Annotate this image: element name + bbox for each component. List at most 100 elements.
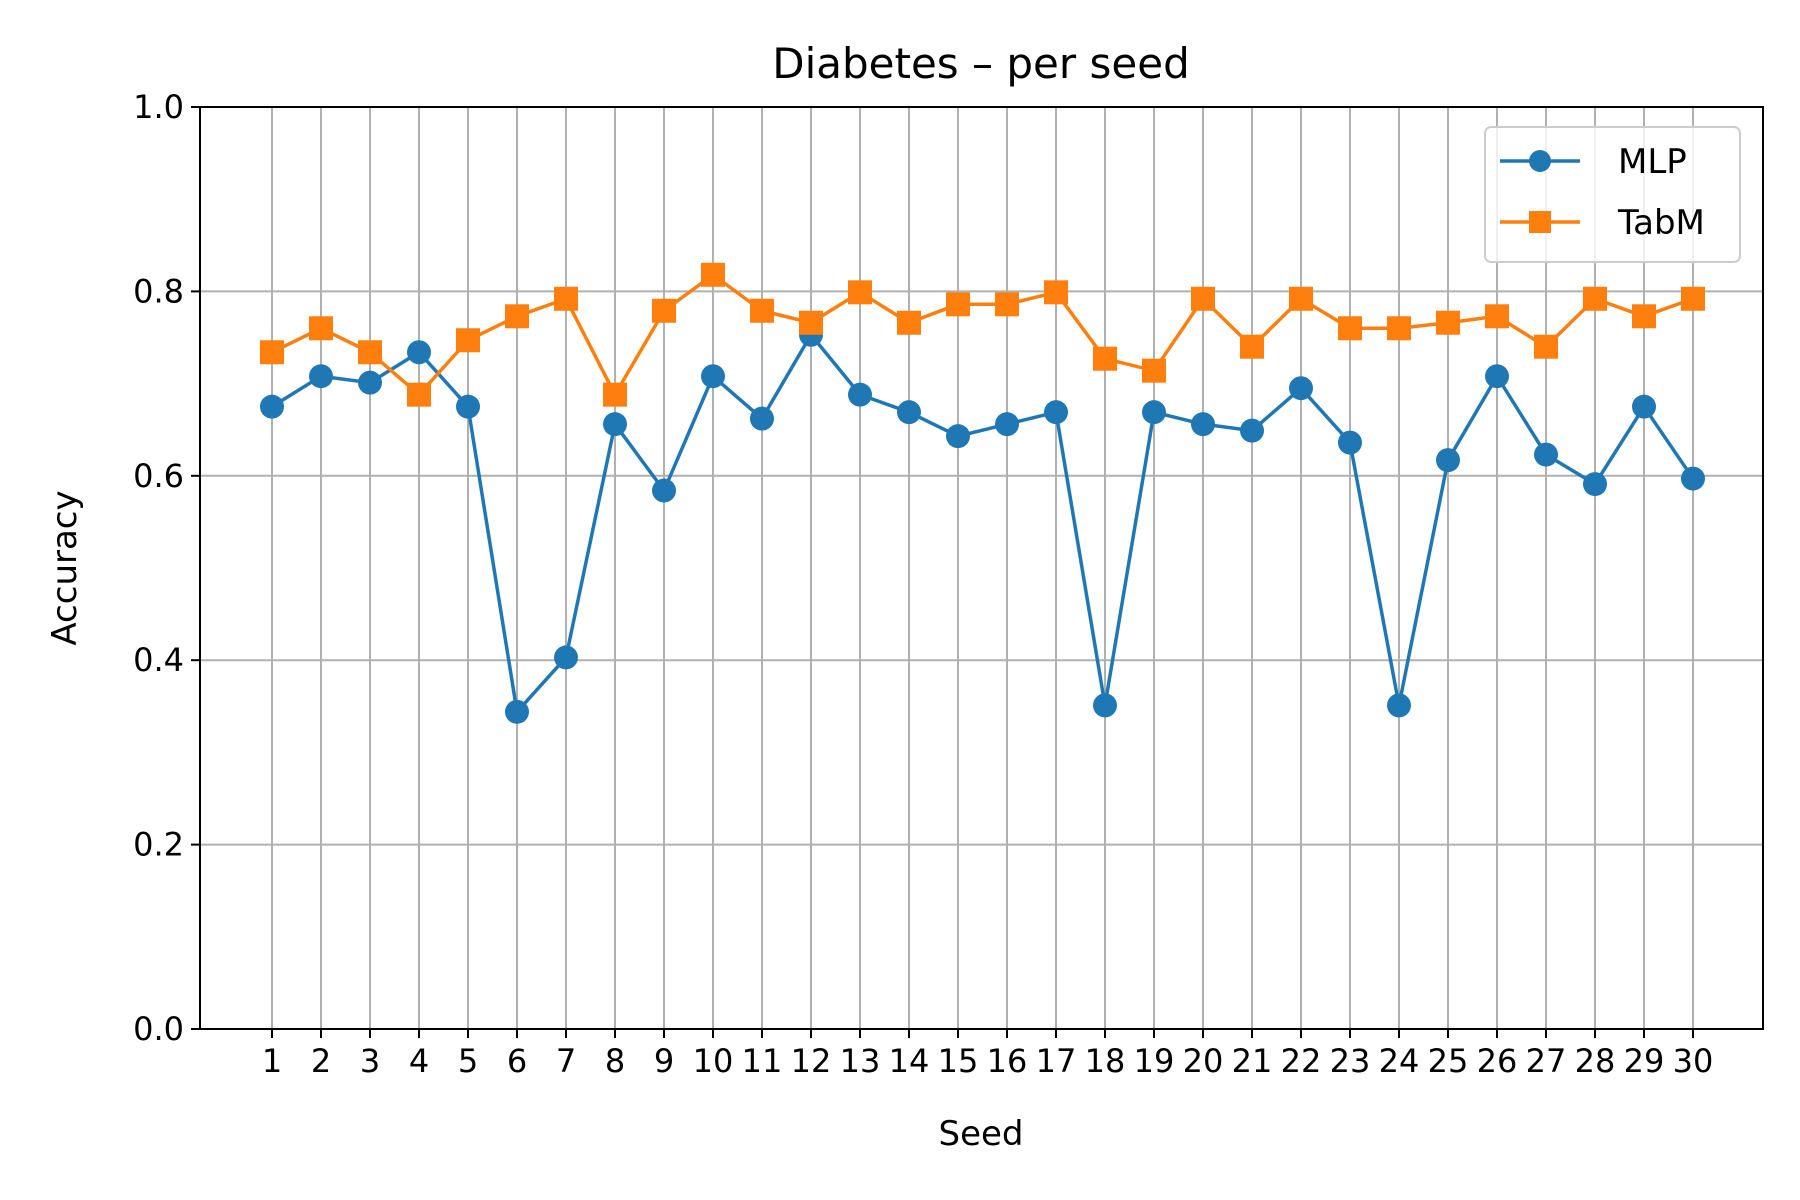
data-point-tabm [358, 340, 382, 365]
x-tick-label: 11 [742, 1042, 783, 1080]
data-point-tabm [603, 382, 627, 407]
x-tick-label: 6 [507, 1042, 527, 1080]
data-point-mlp [1436, 448, 1460, 473]
data-point-tabm [1632, 304, 1656, 329]
data-point-mlp [309, 364, 333, 389]
data-point-mlp [1338, 430, 1362, 455]
data-point-tabm [309, 316, 333, 341]
y-axis-label: Accuracy [45, 490, 85, 645]
series-tabm [260, 262, 1705, 407]
data-point-mlp [1240, 418, 1264, 443]
axes: 1 2 3 4 5 6 7 8 9 10 11 12 13 14 15 16 17 18 19 20 21 22 23 24 2… [133, 88, 1713, 1080]
chart-title: Diabetes – per seed [772, 39, 1189, 88]
data-point-mlp [1583, 472, 1607, 497]
y-tick-label: 0.2 [133, 826, 184, 864]
data-point-tabm [946, 292, 970, 317]
x-tick-label: 20 [1183, 1042, 1224, 1080]
y-tick-label: 1.0 [133, 88, 184, 126]
x-axis-label: Seed [939, 1114, 1024, 1154]
data-point-tabm [1534, 334, 1558, 359]
data-point-tabm [407, 382, 431, 407]
x-tick-label: 17 [1036, 1042, 1077, 1080]
data-point-mlp [1142, 400, 1166, 425]
data-point-tabm [799, 310, 823, 335]
data-point-mlp [946, 424, 970, 449]
y-tick-label: 0.0 [133, 1010, 184, 1048]
data-point-tabm [1142, 358, 1166, 383]
data-point-mlp [848, 382, 872, 407]
data-point-mlp [1191, 412, 1215, 437]
x-tick-label: 19 [1134, 1042, 1175, 1080]
data-point-tabm [456, 328, 480, 353]
series-layer [260, 262, 1705, 724]
data-point-tabm [897, 310, 921, 335]
data-point-tabm [1387, 316, 1411, 341]
data-point-tabm [1240, 334, 1264, 359]
data-point-mlp [1387, 693, 1411, 718]
x-tick-label: 10 [693, 1042, 734, 1080]
data-point-tabm [652, 298, 676, 323]
x-tick-label: 27 [1526, 1042, 1567, 1080]
x-tick-label: 5 [458, 1042, 478, 1080]
data-point-mlp [1681, 466, 1705, 491]
data-point-mlp [995, 412, 1019, 437]
data-point-tabm [1338, 316, 1362, 341]
x-tick-label: 29 [1624, 1042, 1665, 1080]
x-tick-label: 13 [840, 1042, 881, 1080]
x-tick-label: 25 [1428, 1042, 1469, 1080]
data-point-tabm [554, 286, 578, 311]
x-tick-label: 9 [654, 1042, 674, 1080]
data-point-tabm [995, 292, 1019, 317]
x-tick-label: 24 [1379, 1042, 1420, 1080]
data-point-mlp [750, 406, 774, 431]
x-tick-label: 26 [1477, 1042, 1518, 1080]
data-point-mlp [456, 394, 480, 419]
legend: MLP TabM [1484, 126, 1741, 263]
series-line-mlp [271, 332, 1695, 714]
data-point-tabm [505, 304, 529, 329]
x-tick-label: 21 [1232, 1042, 1273, 1080]
plot-frame [199, 106, 1764, 1030]
data-point-mlp [1534, 442, 1558, 467]
data-point-tabm [1681, 286, 1705, 311]
x-tick-label: 3 [360, 1042, 380, 1080]
data-point-tabm [1436, 310, 1460, 335]
legend-marker-tabm [1529, 211, 1551, 233]
x-tick-label: 2 [311, 1042, 331, 1080]
data-point-mlp [505, 699, 529, 724]
data-point-mlp [1093, 693, 1117, 718]
series-mlp [260, 322, 1705, 724]
x-tick-label: 15 [938, 1042, 979, 1080]
legend-marker-mlp [1529, 150, 1551, 172]
data-point-mlp [897, 400, 921, 425]
data-point-tabm [1191, 286, 1215, 311]
y-tick-label: 0.6 [133, 457, 184, 495]
x-tick-label: 18 [1085, 1042, 1126, 1080]
legend-label-mlp: MLP [1618, 142, 1687, 182]
x-tick-label: 16 [987, 1042, 1028, 1080]
x-tick-label: 23 [1330, 1042, 1371, 1080]
x-tick-label: 30 [1673, 1042, 1714, 1080]
data-point-mlp [554, 645, 578, 670]
x-tick-label: 1 [262, 1042, 282, 1080]
x-tick-label: 14 [889, 1042, 930, 1080]
x-tick-label: 4 [409, 1042, 429, 1080]
data-point-tabm [1044, 280, 1068, 305]
data-point-mlp [1044, 400, 1068, 425]
data-point-tabm [701, 262, 725, 287]
data-point-mlp [652, 478, 676, 503]
x-tick-label: 28 [1575, 1042, 1616, 1080]
x-tick-label: 12 [791, 1042, 832, 1080]
data-point-tabm [848, 280, 872, 305]
x-tick-label: 7 [556, 1042, 576, 1080]
data-point-mlp [358, 370, 382, 395]
legend-label-tabm: TabM [1617, 203, 1705, 243]
y-tick-label: 0.8 [133, 272, 184, 310]
y-tick-label: 0.4 [133, 641, 184, 679]
x-tick-label: 8 [605, 1042, 625, 1080]
data-point-tabm [1093, 346, 1117, 371]
data-point-tabm [750, 298, 774, 323]
data-point-tabm [1485, 304, 1509, 329]
data-point-mlp [1289, 376, 1313, 401]
